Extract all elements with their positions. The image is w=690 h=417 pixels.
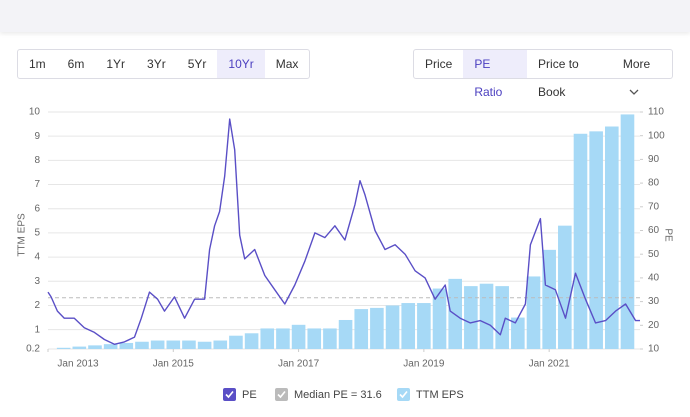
bar [573,133,588,349]
y-axis-label: TTM EPS [17,213,28,257]
bar [605,126,619,350]
bar [370,307,384,349]
bar [495,286,509,349]
bar [150,340,165,349]
bar [432,288,447,349]
y-tick-label: 3 [34,276,40,287]
legend-check [399,390,408,399]
x-tick-label: Jan 2017 [278,359,320,370]
metric-selector: Price PE Ratio Price to Book More [413,49,673,99]
range-button[interactable]: 5Yr [187,57,207,71]
y2-tick-label: 10 [648,344,660,355]
y2-tick-label: 100 [648,130,665,141]
bar [276,328,290,349]
range-button[interactable]: 10Yr [217,50,265,78]
bar [213,340,228,349]
pe-line [47,118,640,345]
metric-button[interactable]: More [612,50,672,95]
y-tick-label: 4 [34,252,40,263]
range-button[interactable]: 3Yr [147,57,166,71]
x-tick-label: Jan 2015 [153,359,195,370]
legend-check [225,390,234,399]
y-tick-label: 9 [34,131,40,142]
legend-label: TTM EPS [416,389,464,401]
bar [401,303,416,349]
bar [558,225,572,349]
x-tick-label: Jan 2013 [57,359,99,370]
y-tick-label: 0.2 [26,344,40,355]
y-tick-label: 7 [34,179,40,190]
y2-tick-label: 90 [648,154,660,165]
bar [182,340,196,349]
metric-label: More [622,57,651,71]
y-tick-label: 8 [34,155,40,166]
x-tick-label: Jan 2019 [403,359,445,370]
bar [479,283,494,349]
metric-button[interactable]: Price to Book [527,50,612,99]
y2-tick-label: 60 [648,225,660,236]
legend-check [277,390,286,399]
range-button[interactable]: 1Yr [106,57,126,71]
y-tick-label: 1 [34,324,40,335]
bar [260,328,275,349]
bar [542,249,556,349]
bar [589,131,603,349]
legend-label: PE [242,389,257,401]
bar [526,276,541,349]
metric-label: PE Ratio [474,57,503,99]
bar [119,342,134,349]
bar [354,309,369,349]
y2-tick-label: 110 [648,107,664,118]
top-bar [0,0,690,32]
range-selector: 1m 6m 1Yr 3Yr 5Yr 10Yr Max [17,49,311,79]
metric-label: Price [425,57,453,71]
y2-tick-label: 80 [648,178,660,189]
bar [511,317,525,349]
y2-tick-label: 70 [648,201,660,212]
x-tick-label: Jan 2021 [529,359,571,370]
bar [229,335,243,349]
legend-checkbox [397,388,410,401]
bar [291,324,306,349]
y-tick-label: 5 [34,228,40,239]
y-tick-label: 6 [34,203,40,214]
legend-label: Median PE = 31.6 [294,389,382,401]
metric-button[interactable]: PE Ratio [463,50,528,99]
bar [464,286,478,349]
metric-label: Price to Book [538,57,579,99]
range-button[interactable]: 1m [29,57,46,71]
bar [88,345,102,349]
bar [385,305,400,349]
legend-checkbox [223,388,236,401]
bar [56,347,71,349]
bar [417,303,431,349]
range-button[interactable]: Max [275,57,299,71]
bar [166,340,181,349]
bar [135,341,149,349]
bar [103,344,118,349]
chevron [629,89,639,95]
bar [72,346,87,349]
y2-axis-label: PE [662,228,673,242]
metric-button[interactable]: Price [414,50,463,78]
bar [338,319,353,349]
legend-checkbox [275,388,288,401]
y2-tick-label: 20 [648,320,660,331]
y2-tick-label: 40 [648,273,660,284]
bar [323,328,337,349]
y-tick-label: 10 [29,107,41,118]
bar [197,341,212,349]
y2-tick-label: 30 [648,296,660,307]
bar [244,333,259,349]
range-button[interactable]: 6m [67,57,85,71]
y-tick-label: 2 [34,300,40,311]
bar [620,114,635,349]
bar [307,328,322,349]
y2-tick-label: 50 [648,249,660,260]
